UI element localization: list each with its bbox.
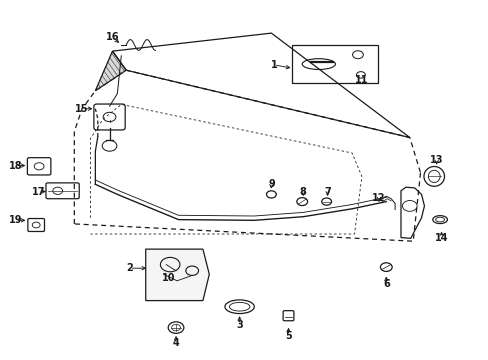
Text: 7: 7 bbox=[324, 186, 330, 197]
Text: 3: 3 bbox=[236, 320, 243, 330]
Text: 5: 5 bbox=[285, 330, 291, 341]
Text: 12: 12 bbox=[371, 193, 385, 203]
Polygon shape bbox=[145, 249, 209, 301]
Text: 11: 11 bbox=[354, 75, 368, 85]
Text: 16: 16 bbox=[105, 32, 119, 42]
Text: 8: 8 bbox=[299, 186, 306, 197]
Text: 19: 19 bbox=[9, 215, 22, 225]
Text: 6: 6 bbox=[382, 279, 389, 289]
Text: 17: 17 bbox=[32, 186, 46, 197]
Text: 1: 1 bbox=[270, 60, 277, 70]
Text: 15: 15 bbox=[75, 104, 89, 114]
Text: 10: 10 bbox=[162, 273, 175, 283]
Text: 2: 2 bbox=[126, 263, 133, 273]
Text: 4: 4 bbox=[172, 338, 179, 348]
Text: 14: 14 bbox=[434, 233, 447, 243]
Text: 18: 18 bbox=[9, 161, 22, 171]
Text: 9: 9 bbox=[267, 179, 274, 189]
Polygon shape bbox=[95, 51, 126, 91]
Text: 13: 13 bbox=[429, 155, 443, 165]
